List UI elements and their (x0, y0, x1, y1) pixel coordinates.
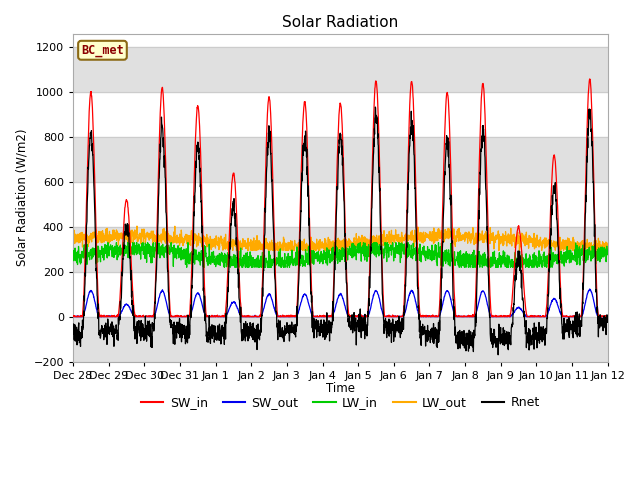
LW_in (219, 255, 227, 261)
Bar (73, 48, 607, 92)
LW_in (604, 247, 611, 252)
LW_in (356, 243, 364, 249)
Line: LW_in: LW_in (73, 242, 607, 267)
Line: Rnet: Rnet (73, 107, 607, 355)
LW_out (356, 246, 364, 252)
Rnet (371, 104, 379, 110)
SW_in (496, 313, 504, 319)
SW_out (367, 303, 375, 309)
SW_in (70, 314, 77, 320)
LW_out (604, 246, 611, 252)
LW_in (183, 264, 191, 270)
Rnet (356, 319, 364, 324)
SW_out (218, 313, 226, 319)
SW_in (557, 284, 564, 289)
Title: Solar Radiation: Solar Radiation (282, 15, 399, 30)
Rnet (494, 352, 502, 358)
Bar (73, 227, 607, 272)
SW_in (69, 313, 77, 319)
SW_in (604, 313, 611, 319)
Rnet (367, 238, 375, 244)
Rnet (496, 337, 504, 343)
LW_in (104, 240, 112, 245)
Bar (73, 317, 607, 361)
Line: SW_out: SW_out (73, 289, 607, 317)
LW_out (69, 234, 77, 240)
Bar (73, 137, 607, 182)
Rnet (69, 331, 77, 337)
LW_in (496, 259, 504, 265)
SW_in (572, 314, 579, 320)
SW_in (367, 201, 375, 206)
Rnet (572, 310, 579, 315)
LW_out (133, 223, 141, 229)
LW_out (557, 248, 564, 253)
LW_out (368, 240, 376, 246)
X-axis label: Time: Time (326, 382, 355, 395)
Rnet (604, 312, 611, 318)
SW_out (69, 314, 77, 320)
Line: LW_out: LW_out (73, 226, 607, 251)
Rnet (557, 300, 564, 306)
LW_out (496, 237, 504, 243)
SW_out (495, 314, 503, 320)
Text: BC_met: BC_met (81, 44, 124, 57)
LW_out (572, 243, 579, 249)
SW_out (604, 314, 611, 320)
SW_out (556, 310, 564, 316)
SW_in (356, 313, 364, 319)
Legend: SW_in, SW_out, LW_in, LW_out, Rnet: SW_in, SW_out, LW_in, LW_out, Rnet (136, 391, 545, 414)
LW_in (368, 242, 376, 248)
LW_in (69, 253, 77, 259)
SW_in (586, 76, 593, 82)
SW_out (586, 286, 593, 292)
LW_in (572, 240, 579, 246)
LW_out (218, 242, 226, 248)
SW_out (572, 314, 579, 320)
Rnet (218, 325, 226, 331)
Line: SW_in: SW_in (73, 79, 607, 317)
SW_in (218, 313, 226, 319)
Y-axis label: Solar Radiation (W/m2): Solar Radiation (W/m2) (15, 129, 28, 266)
LW_in (557, 256, 564, 262)
LW_out (225, 248, 232, 253)
SW_out (356, 314, 364, 320)
